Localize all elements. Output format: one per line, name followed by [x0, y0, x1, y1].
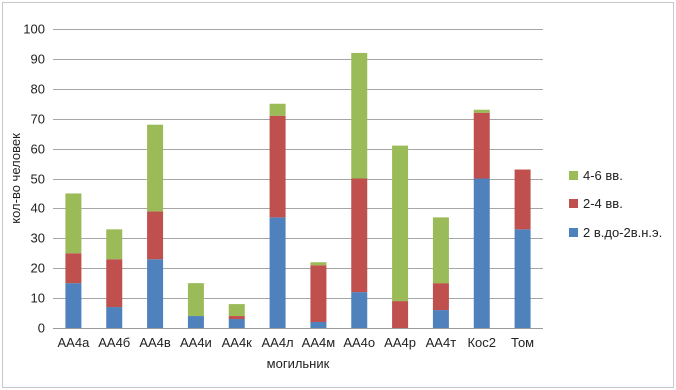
x-tick-label: АА4в [139, 335, 171, 350]
bar-segment [432, 310, 449, 328]
x-tick-label: АА4р [384, 335, 416, 350]
y-tick-label: 100 [23, 22, 45, 37]
x-tick-label: АА4к [222, 335, 253, 350]
bar-segment [392, 301, 409, 328]
bar-segment [65, 283, 82, 328]
y-tick-label: 40 [31, 201, 45, 216]
bar-segment [310, 265, 327, 323]
bar-segment [473, 109, 490, 113]
bar-segment [473, 112, 490, 179]
x-tick-label: АА4б [98, 335, 130, 350]
bars [65, 52, 531, 328]
x-tick-label: АА4т [426, 335, 457, 350]
legend: 4-6 вв. 2-4 вв. 2 в.до-2в.н.э. [569, 168, 662, 240]
x-tick-label: Кос2 [467, 335, 496, 350]
x-tick-labels: АА4а АА4б АА4в АА4и АА4к АА4л АА4м АА4о АА4р АА4т… [58, 335, 535, 350]
x-axis-title: могильник [267, 356, 330, 371]
y-tick-label: 20 [31, 261, 45, 276]
bar-segment [147, 124, 164, 212]
y-axis-title: кол-во человек [8, 133, 23, 224]
legend-swatch [569, 199, 578, 208]
x-tick-label: АА4м [302, 335, 336, 350]
legend-label: 4-6 вв. [583, 168, 623, 183]
y-tick-label: 0 [38, 321, 45, 336]
bar-segment [432, 217, 449, 284]
bar-segment [351, 52, 368, 179]
bar-segment [473, 178, 490, 328]
bar-segment [106, 259, 123, 308]
x-tick-label: АА4о [343, 335, 375, 350]
y-tick-label: 90 [31, 52, 45, 67]
bar-segment [187, 283, 204, 317]
legend-label: 2 в.до-2в.н.э. [583, 225, 662, 240]
bar-segment [514, 169, 531, 230]
bar-segment [147, 211, 164, 260]
bar-segment [106, 229, 123, 260]
bar-segment [65, 253, 82, 284]
bar-segment [228, 319, 245, 328]
x-tick-label: АА4и [180, 335, 212, 350]
y-tick-labels: 0 10 20 30 40 50 60 70 80 90 100 [23, 22, 45, 336]
legend-swatch [569, 171, 578, 180]
legend-label: 2-4 вв. [583, 196, 623, 211]
x-tick-label: АА4а [58, 335, 91, 350]
gridlines [53, 29, 543, 299]
bar-segment [187, 316, 204, 328]
bar-segment [269, 115, 286, 218]
bar-segment [106, 307, 123, 328]
bar-segment [228, 316, 245, 320]
bar-segment [310, 322, 327, 328]
y-tick-label: 60 [31, 142, 45, 157]
bar-segment [392, 145, 409, 302]
bar-segment [65, 193, 82, 254]
legend-swatch [569, 228, 578, 237]
bar-segment [269, 103, 286, 116]
bar-segment [432, 283, 449, 311]
bar-segment [310, 262, 327, 266]
bar-segment [228, 304, 245, 317]
y-tick-label: 30 [31, 231, 45, 246]
bar-segment [269, 217, 286, 328]
bar-segment [147, 259, 164, 328]
y-tick-label: 80 [31, 82, 45, 97]
bar-segment [514, 229, 531, 328]
x-tick-label: АА4л [261, 335, 293, 350]
x-tick-label: Том [511, 335, 534, 350]
y-tick-label: 10 [31, 291, 45, 306]
y-tick-label: 50 [31, 172, 45, 187]
y-tick-label: 70 [31, 112, 45, 127]
bar-segment [351, 178, 368, 293]
bar-segment [351, 292, 368, 328]
